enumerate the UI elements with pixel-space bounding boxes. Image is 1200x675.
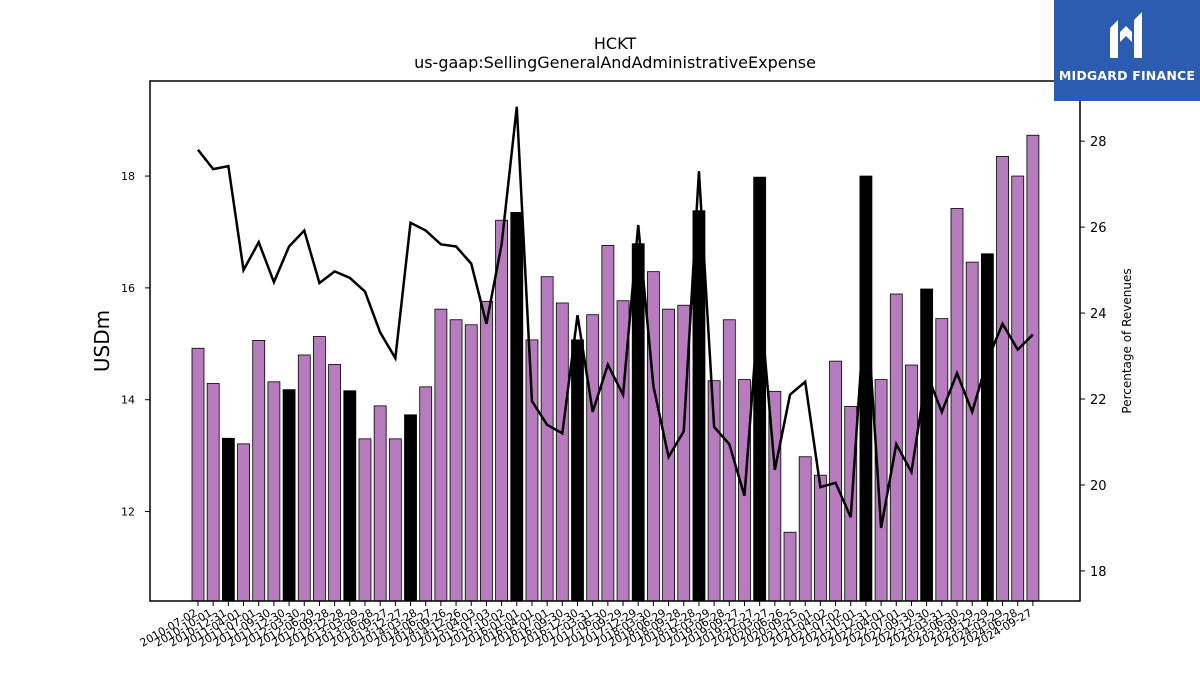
bar [874, 379, 888, 602]
bar [206, 383, 220, 602]
bar [631, 243, 645, 602]
line-series [197, 106, 1034, 529]
percentage-line [197, 106, 1034, 529]
y-tick-label: 16 [121, 282, 135, 295]
bar [555, 302, 569, 602]
bar [586, 314, 600, 602]
bar [996, 156, 1009, 602]
y2-tick-label: 18 [1090, 565, 1107, 580]
bar [388, 438, 402, 602]
y2-tick-label: 20 [1090, 479, 1107, 494]
bar [950, 208, 964, 602]
y2-axis-label: Percentage of Revenues [1120, 268, 1134, 413]
bar [313, 336, 326, 602]
bar [753, 176, 767, 602]
y2-axis: 18 20 22 24 26 28 [1080, 135, 1107, 580]
bar [495, 219, 509, 602]
y-tick-label: 12 [121, 506, 135, 519]
y-tick-label: 14 [121, 394, 135, 407]
y2-tick-label: 26 [1090, 221, 1107, 236]
bar [373, 405, 387, 602]
bar [237, 443, 250, 602]
bar [571, 339, 584, 602]
y2-tick-label: 24 [1090, 307, 1107, 322]
bar [647, 271, 660, 602]
bar [328, 364, 342, 602]
bar [191, 347, 205, 602]
bar [798, 456, 812, 602]
y-tick-label: 18 [121, 170, 135, 183]
bar [935, 318, 949, 602]
bar [1026, 134, 1040, 602]
y2-tick-label: 22 [1090, 393, 1107, 408]
bar [282, 389, 296, 602]
bar [449, 319, 463, 602]
bar [343, 390, 357, 602]
logo-text: MIDGARD FINANCE [1058, 68, 1196, 83]
bar [480, 300, 493, 602]
bar [980, 253, 994, 602]
bar [419, 386, 433, 602]
bar [829, 360, 842, 602]
bar [965, 261, 979, 602]
bar [358, 438, 372, 602]
bar [905, 364, 918, 602]
chart-title: HCKT [594, 34, 636, 53]
bar [252, 340, 266, 602]
bar [540, 276, 554, 602]
bar [692, 210, 706, 602]
bar [297, 354, 311, 602]
x-axis: 2010-07-022010-10-012010-12-312011-04-01… [138, 601, 1034, 650]
y2-tick-label: 28 [1090, 135, 1107, 150]
bar [434, 308, 448, 602]
bar [221, 437, 235, 602]
bar [404, 414, 417, 602]
bar-series [191, 134, 1040, 602]
bar [859, 175, 873, 602]
plot-frame [149, 80, 1081, 602]
logo-icon [1110, 12, 1142, 58]
y-axis: 12 14 16 18 [121, 170, 150, 519]
bar [267, 381, 281, 602]
bar [813, 474, 827, 602]
bar [601, 244, 615, 602]
y-axis-label: USDm [90, 310, 114, 372]
bar [920, 288, 934, 602]
bar [464, 324, 478, 602]
bar [510, 211, 524, 602]
brand-logo: MIDGARD FINANCE [1054, 0, 1200, 101]
chart-subtitle: us-gaap:SellingGeneralAndAdministrativeE… [414, 53, 816, 72]
bar [1011, 175, 1025, 602]
bar [783, 531, 797, 602]
